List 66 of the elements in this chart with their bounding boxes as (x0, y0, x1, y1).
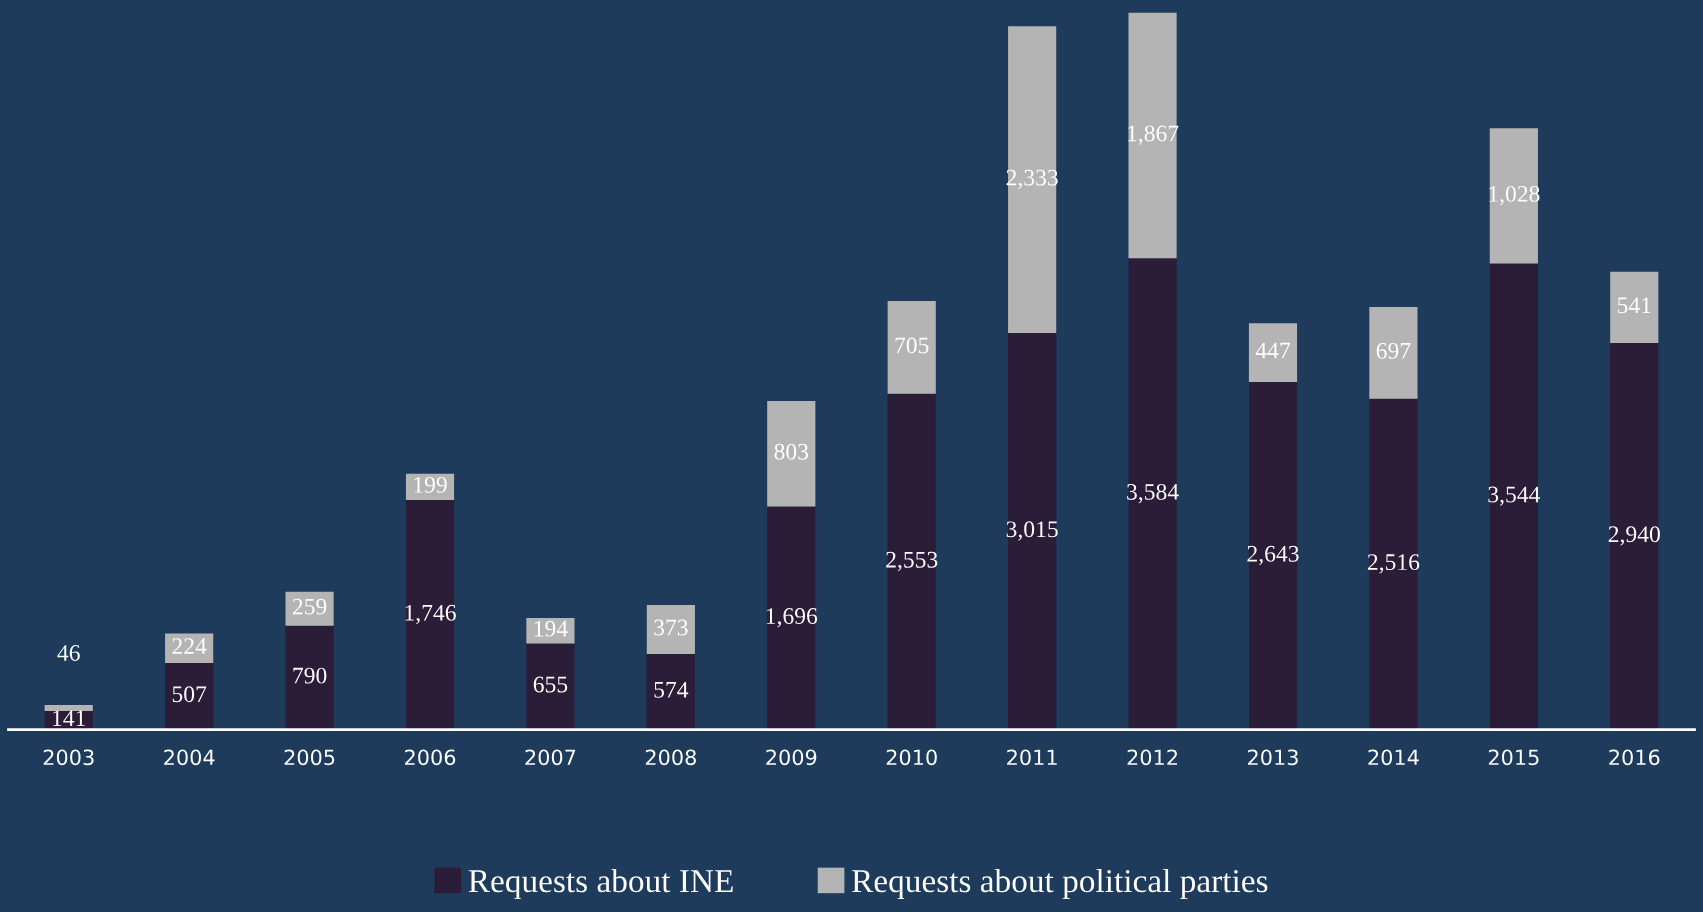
data-label: 3,584 (1127, 483, 1179, 504)
bar (165, 633, 214, 663)
bar (285, 625, 334, 730)
x-tick-label: 2003 (43, 749, 94, 766)
bar (1369, 398, 1418, 730)
bar (405, 499, 455, 730)
bar (1610, 342, 1659, 730)
legend-label: Requests about political parties (852, 868, 1268, 900)
bar (1248, 323, 1298, 382)
x-tick-label: 2009 (766, 749, 817, 766)
legend-label: Requests about INE (468, 868, 733, 900)
x-tick-label: 2008 (645, 749, 696, 766)
data-label: 655 (533, 676, 568, 693)
x-tick-label: 2005 (284, 749, 335, 766)
data-label: 697 (1376, 342, 1411, 359)
x-tick-label: 2016 (1609, 749, 1660, 766)
data-label: 194 (534, 620, 568, 637)
bar (1489, 263, 1538, 730)
data-label: 1,746 (405, 604, 456, 625)
bar (887, 393, 936, 730)
bar (1248, 382, 1298, 730)
data-label: 507 (172, 686, 207, 703)
bar (1008, 26, 1057, 334)
data-label: 3,544 (1488, 486, 1541, 506)
x-tick-label: 2015 (1488, 749, 1539, 766)
bar (526, 643, 575, 730)
x-tick-label: 2014 (1368, 749, 1419, 766)
data-label: 141 (53, 710, 86, 727)
x-tick-label: 2011 (1007, 749, 1057, 766)
x-tick-label: 2012 (1127, 749, 1177, 766)
bar (767, 506, 816, 730)
bar (165, 662, 214, 730)
data-label: 803 (774, 443, 809, 460)
data-label: 2,516 (1367, 554, 1420, 574)
x-tick-label: 2013 (1248, 749, 1298, 766)
bar (767, 400, 816, 507)
bar (1008, 333, 1057, 730)
x-tick-label: 2006 (405, 749, 456, 766)
bar (1128, 12, 1177, 259)
data-label: 705 (895, 337, 929, 354)
x-tick-label: 2010 (886, 749, 937, 766)
bar (285, 591, 334, 626)
x-tick-label: 2004 (164, 749, 215, 766)
bar (1369, 307, 1418, 399)
data-label: 373 (654, 619, 688, 636)
x-tick-label: 2007 (525, 749, 576, 766)
data-label: 574 (654, 681, 689, 698)
data-label: 1,696 (766, 608, 818, 628)
data-label: 2,940 (1608, 526, 1660, 546)
bar (1489, 128, 1538, 264)
data-label: 224 (172, 638, 207, 654)
data-label: 447 (1255, 342, 1291, 359)
data-label: 259 (292, 598, 327, 615)
bar (646, 654, 695, 730)
data-label: 790 (293, 667, 327, 684)
data-label: 3,015 (1006, 521, 1058, 541)
bar (1610, 271, 1659, 343)
data-label: 541 (1617, 297, 1651, 314)
data-label: 46 (57, 645, 80, 661)
data-label: 2,553 (886, 551, 938, 572)
bar (1128, 258, 1177, 730)
bar (887, 301, 936, 394)
data-label: 2,643 (1247, 545, 1299, 566)
bar (44, 705, 93, 712)
data-label: 199 (414, 476, 447, 493)
bar (646, 605, 695, 655)
